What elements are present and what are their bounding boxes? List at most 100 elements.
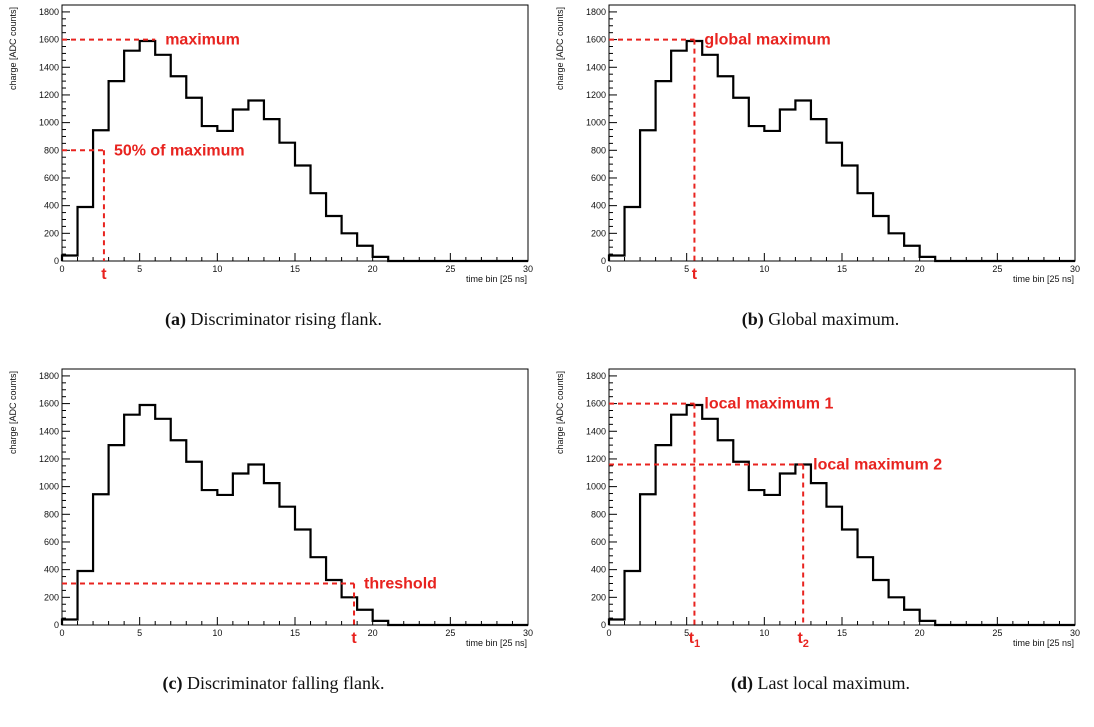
- y-tick-label: 1600: [39, 399, 59, 409]
- caption-label: (b): [741, 309, 764, 329]
- annotation-time-subscript: 1: [694, 638, 700, 650]
- y-tick-label: 1400: [586, 62, 606, 72]
- panel-a: 0 200 400 600 800 1000 1200 1400 1600 1800 0 5 10 15 2…: [0, 0, 547, 363]
- x-axis-title: time bin [25 ns]: [1013, 274, 1074, 284]
- y-tick-label: 400: [44, 565, 59, 575]
- annotation-label: 50% of maximum: [114, 142, 245, 159]
- x-tick-label: 20: [368, 628, 378, 638]
- x-axis-title: time bin [25 ns]: [466, 638, 527, 648]
- y-tick-label: 1000: [586, 482, 606, 492]
- annotation-label: threshold: [364, 575, 437, 592]
- histogram-line: [60, 403, 528, 627]
- y-tick-label: 600: [591, 173, 606, 183]
- caption-text: Last local maximum.: [757, 673, 910, 693]
- x-tick-label: 0: [606, 628, 611, 638]
- chart-b: 0 200 400 600 800 1000 1200 1400 1600 1800 0 5 10 15 2…: [555, 4, 1080, 284]
- x-tick-label: 20: [915, 628, 925, 638]
- y-tick-label: 400: [44, 201, 59, 211]
- x-tick-label: 25: [445, 264, 455, 274]
- x-tick-label: 15: [837, 628, 847, 638]
- annotation-time-subscript: 2: [803, 638, 809, 650]
- y-tick-label: 0: [54, 620, 59, 630]
- y-tick-label: 1400: [39, 426, 59, 436]
- y-tick-label: 1800: [586, 371, 606, 381]
- x-tick-label: 5: [684, 264, 689, 274]
- y-tick-label: 1400: [39, 62, 59, 72]
- plot-frame: [608, 4, 1076, 262]
- annotation-time-label: t: [351, 630, 357, 647]
- y-tick-label: 1600: [586, 399, 606, 409]
- x-tick-label: 0: [59, 264, 64, 274]
- x-tick-label: 15: [837, 264, 847, 274]
- y-tick-label: 1800: [39, 371, 59, 381]
- histogram-line: [607, 403, 1075, 627]
- y-tick-label: 800: [44, 509, 59, 519]
- y-tick-label: 200: [591, 592, 606, 602]
- y-tick-label: 1800: [39, 7, 59, 17]
- panel-c: 0 200 400 600 800 1000 1200 1400 1600 1800 0 5 10 15 2…: [0, 364, 547, 727]
- panel-d: 0 200 400 600 800 1000 1200 1400 1600 1800 0 5 10 15 2…: [547, 364, 1094, 727]
- x-tick-label: 20: [915, 264, 925, 274]
- caption-text: Global maximum.: [768, 309, 900, 329]
- caption-label: (d): [731, 673, 754, 693]
- annotation-label: maximum: [165, 32, 240, 49]
- annotation-time-label: t: [101, 266, 107, 283]
- y-tick-label: 200: [44, 592, 59, 602]
- x-tick-label: 10: [759, 628, 769, 638]
- y-tick-label: 400: [591, 201, 606, 211]
- annotation-time-label: t2: [797, 630, 808, 650]
- plot-frame: [608, 368, 1076, 626]
- x-tick-label: 10: [212, 628, 222, 638]
- y-tick-label: 800: [591, 145, 606, 155]
- panel-b: 0 200 400 600 800 1000 1200 1400 1600 1800 0 5 10 15 2…: [547, 0, 1094, 363]
- y-axis-title: charge [ADC counts]: [8, 7, 18, 90]
- x-tick-label: 10: [212, 264, 222, 274]
- histogram-line: [607, 39, 1075, 263]
- x-tick-label: 5: [137, 264, 142, 274]
- caption-a: (a) Discriminator rising flank.: [0, 309, 547, 330]
- x-tick-label: 30: [523, 628, 533, 638]
- x-tick-label: 20: [368, 264, 378, 274]
- x-axis-title: time bin [25 ns]: [1013, 638, 1074, 648]
- y-tick-label: 600: [591, 537, 606, 547]
- y-tick-label: 1000: [39, 482, 59, 492]
- y-tick-label: 600: [44, 173, 59, 183]
- y-tick-label: 1800: [586, 7, 606, 17]
- y-tick-label: 1600: [39, 35, 59, 45]
- x-tick-label: 30: [523, 264, 533, 274]
- caption-label: (a): [165, 309, 187, 329]
- y-tick-label: 1200: [39, 90, 59, 100]
- y-axis-title: charge [ADC counts]: [8, 371, 18, 454]
- annotation-time-label: t1: [689, 630, 700, 650]
- caption-label: (c): [162, 673, 183, 693]
- plot-frame: [61, 368, 529, 626]
- x-axis-title: time bin [25 ns]: [466, 274, 527, 284]
- x-tick-label: 10: [759, 264, 769, 274]
- annotation-label: local maximum 1: [704, 396, 833, 413]
- y-tick-label: 800: [44, 145, 59, 155]
- caption-text: Discriminator falling flank.: [187, 673, 385, 693]
- caption-text: Discriminator rising flank.: [190, 309, 382, 329]
- chart-d: 0 200 400 600 800 1000 1200 1400 1600 1800 0 5 10 15 2…: [555, 368, 1080, 650]
- caption-c: (c) Discriminator falling flank.: [0, 673, 547, 694]
- x-tick-label: 5: [684, 628, 689, 638]
- annotation-label: global maximum: [704, 32, 830, 49]
- y-tick-label: 200: [591, 228, 606, 238]
- y-tick-label: 1000: [39, 118, 59, 128]
- x-tick-label: 25: [992, 264, 1002, 274]
- y-tick-label: 400: [591, 565, 606, 575]
- y-tick-label: 0: [601, 620, 606, 630]
- y-tick-label: 800: [591, 509, 606, 519]
- y-tick-label: 0: [54, 256, 59, 266]
- y-tick-label: 1200: [39, 454, 59, 464]
- x-tick-label: 15: [290, 264, 300, 274]
- y-axis-title: charge [ADC counts]: [555, 371, 565, 454]
- y-tick-label: 1200: [586, 454, 606, 464]
- x-tick-label: 25: [992, 628, 1002, 638]
- y-tick-label: 1600: [586, 35, 606, 45]
- annotation-label: local maximum 2: [813, 456, 942, 473]
- y-tick-label: 1200: [586, 90, 606, 100]
- y-tick-label: 1000: [586, 118, 606, 128]
- x-tick-label: 5: [137, 628, 142, 638]
- y-tick-label: 200: [44, 228, 59, 238]
